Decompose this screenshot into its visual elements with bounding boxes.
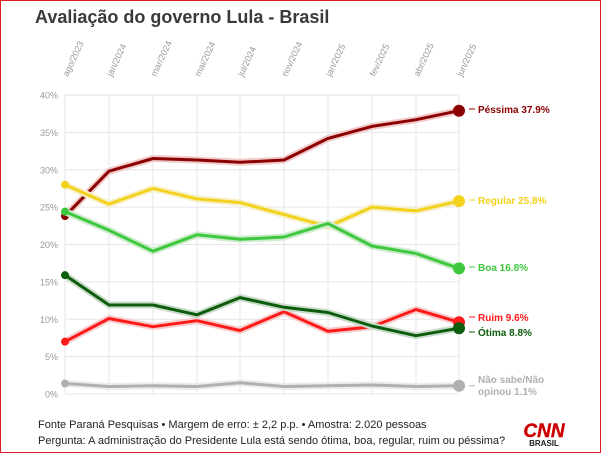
logo-cnn: CNN — [523, 421, 565, 442]
series-end-label: Ótima 8.8% — [478, 326, 532, 339]
series-start-point — [61, 207, 69, 216]
series-start-point — [61, 180, 69, 189]
series-start-point — [61, 337, 69, 346]
series-end-label: Ruim 9.6% — [478, 313, 529, 324]
series-end-point — [453, 322, 465, 335]
source-note: Fonte Paraná Pesquisas • Margem de erro:… — [38, 419, 427, 431]
cnn-brasil-logo: CNN BRASIL — [523, 421, 566, 448]
series-line — [63, 308, 461, 344]
y-tick-label: 35% — [40, 128, 58, 138]
series-line — [63, 273, 461, 338]
x-tick-label: mar/2024 — [149, 39, 174, 78]
y-tick-label: 40% — [40, 91, 58, 101]
x-tick-label: jun/2025 — [454, 42, 478, 78]
x-tick-label: jan/2025 — [323, 42, 347, 78]
y-tick-label: 20% — [40, 240, 58, 250]
series-halo — [61, 208, 463, 272]
series-end-label: opinou 1.1% — [478, 387, 537, 398]
y-tick-label: 10% — [40, 315, 58, 325]
series-start-point — [61, 379, 69, 388]
series-end-point — [453, 195, 465, 208]
x-tick-label: abr/2025 — [412, 41, 436, 77]
y-tick-label: 5% — [45, 352, 58, 362]
question-note: Pergunta: A administração do Presidente … — [38, 435, 506, 447]
series-end-label: Regular 25.8% — [478, 196, 546, 207]
series-line — [63, 183, 461, 229]
x-tick-label: nov/2024 — [280, 40, 305, 78]
y-tick-label: 25% — [40, 203, 58, 213]
chart-title: Avaliação do governo Lula - Brasil — [35, 7, 330, 27]
series-end-label: Não sabe/Não — [478, 375, 544, 386]
series-end-label: Boa 16.8% — [478, 263, 528, 274]
series-halo — [61, 181, 463, 231]
series-start-point — [61, 271, 69, 280]
y-tick-label: 0% — [45, 390, 58, 400]
series-end-point — [453, 104, 465, 117]
x-tick-label: fev/2025 — [368, 42, 392, 78]
series-end-label: Péssima 37.9% — [478, 105, 550, 116]
series-line — [63, 210, 461, 270]
x-tick-label: jan/2024 — [104, 42, 128, 78]
logo-brasil: BRASIL — [529, 439, 559, 448]
x-tick-label: jul/2024 — [235, 45, 258, 79]
series-line — [63, 109, 461, 218]
y-tick-label: 30% — [40, 165, 58, 175]
x-tick-label: ago/2023 — [61, 40, 86, 78]
series-end-point — [453, 262, 465, 275]
series-end-point — [453, 379, 465, 392]
y-tick-label: 15% — [40, 277, 58, 287]
series-line — [63, 381, 461, 388]
x-tick-label: mai/2024 — [193, 40, 218, 78]
